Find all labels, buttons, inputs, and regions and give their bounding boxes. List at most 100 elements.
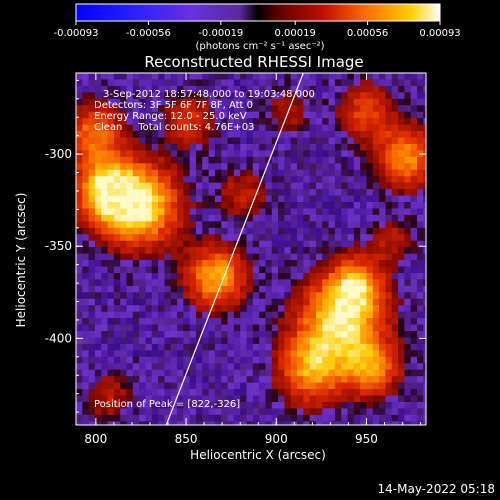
heatmap-cell xyxy=(278,272,285,280)
heatmap-cell xyxy=(416,260,424,267)
heatmap-cell xyxy=(328,150,336,158)
heatmap-cell xyxy=(189,311,197,319)
heatmap-cell xyxy=(126,324,134,332)
heatmap-cell xyxy=(328,221,336,229)
heatmap-cell xyxy=(290,247,298,254)
heatmap-cell xyxy=(309,343,317,351)
heatmap-cell xyxy=(240,79,247,87)
heatmap-cell xyxy=(404,227,411,235)
heatmap-cell xyxy=(379,253,386,261)
heatmap-cell xyxy=(334,156,342,164)
heatmap-cell xyxy=(328,272,336,280)
heatmap-cell xyxy=(88,124,96,132)
heatmap-cell xyxy=(139,182,146,190)
heatmap-cell xyxy=(341,356,348,364)
heatmap-cell xyxy=(259,247,266,254)
heatmap-cell xyxy=(341,105,348,113)
heatmap-cell xyxy=(88,73,96,80)
heatmap-cell xyxy=(341,169,348,177)
heatmap-cell xyxy=(322,414,329,422)
heatmap-cell xyxy=(297,111,304,119)
heatmap-cell xyxy=(170,118,178,125)
heatmap-cell xyxy=(158,131,165,138)
heatmap-cell xyxy=(297,343,304,351)
heatmap-cell xyxy=(76,298,83,306)
heatmap-cell xyxy=(120,208,127,216)
heatmap-cell xyxy=(233,85,241,93)
heatmap-cell xyxy=(164,401,172,409)
heatmap-cell xyxy=(297,150,304,158)
heatmap-cell xyxy=(271,356,279,364)
heatmap-cell xyxy=(246,356,254,364)
heatmap-cell xyxy=(145,285,153,293)
heatmap-cell xyxy=(353,318,361,325)
heatmap-cell xyxy=(126,98,134,106)
heatmap-cell xyxy=(164,279,172,287)
heatmap-cell xyxy=(322,176,329,183)
heatmap-cell xyxy=(385,421,393,425)
heatmap-cell xyxy=(379,376,386,383)
heatmap-cell xyxy=(107,131,115,138)
heatmap-cell xyxy=(391,260,399,267)
heatmap-cell xyxy=(208,389,216,396)
heatmap-cell xyxy=(227,389,235,396)
heatmap-cell xyxy=(328,421,336,425)
heatmap-cell xyxy=(297,221,304,229)
heatmap-cell xyxy=(233,272,241,280)
heatmap-cell xyxy=(177,337,184,345)
heatmap-cell xyxy=(88,150,96,158)
heatmap-cell xyxy=(404,363,411,371)
heatmap-cell xyxy=(82,124,89,132)
heatmap-cell xyxy=(240,292,247,300)
heatmap-cell xyxy=(82,150,89,158)
heatmap-cell xyxy=(416,73,424,80)
heatmap-cell xyxy=(208,163,216,171)
heatmap-cell xyxy=(303,318,310,325)
heatmap-cell xyxy=(240,285,247,293)
heatmap-cell xyxy=(195,279,203,287)
heatmap-cell xyxy=(189,98,197,106)
heatmap-cell xyxy=(265,318,273,325)
heatmap-cell xyxy=(284,214,291,222)
heatmap-cell xyxy=(328,202,336,209)
heatmap-cell xyxy=(315,356,323,364)
heatmap-cell xyxy=(410,272,418,280)
heatmap-cell xyxy=(410,85,418,93)
heatmap-cell xyxy=(259,311,266,319)
heatmap-cell xyxy=(423,92,426,100)
heatmap-cell xyxy=(391,124,399,132)
heatmap-cell xyxy=(385,260,393,267)
heatmap-cell xyxy=(334,163,342,171)
heatmap-cell xyxy=(139,356,146,364)
heatmap-cell xyxy=(183,389,190,396)
heatmap-cell xyxy=(404,389,411,396)
heatmap-cell xyxy=(404,272,411,280)
heatmap-cell xyxy=(88,208,96,216)
heatmap-cell xyxy=(265,401,273,409)
heatmap-cell xyxy=(404,247,411,254)
heatmap-cell xyxy=(195,240,203,248)
heatmap-cell xyxy=(398,92,405,100)
heatmap-cell xyxy=(177,111,184,119)
heatmap-cell xyxy=(170,272,178,280)
heatmap-cell xyxy=(347,382,355,390)
heatmap-cell xyxy=(360,208,367,216)
heatmap-cell xyxy=(341,285,348,293)
heatmap-cell xyxy=(214,98,222,106)
heatmap-cell xyxy=(398,182,405,190)
heatmap-cell xyxy=(233,292,241,300)
heatmap-cell xyxy=(101,356,108,364)
heatmap-cell xyxy=(322,208,329,216)
heatmap-cell xyxy=(183,272,190,280)
heatmap-cell xyxy=(290,118,298,125)
heatmap-cell xyxy=(88,343,96,351)
heatmap-cell xyxy=(88,395,96,403)
heatmap-cell xyxy=(284,305,291,312)
heatmap-cell xyxy=(309,401,317,409)
heatmap-cell xyxy=(347,150,355,158)
heatmap-cell xyxy=(259,240,266,248)
heatmap-cell xyxy=(132,143,140,151)
heatmap-cell xyxy=(189,369,197,377)
heatmap-cell xyxy=(385,182,393,190)
heatmap-cell xyxy=(233,350,241,358)
